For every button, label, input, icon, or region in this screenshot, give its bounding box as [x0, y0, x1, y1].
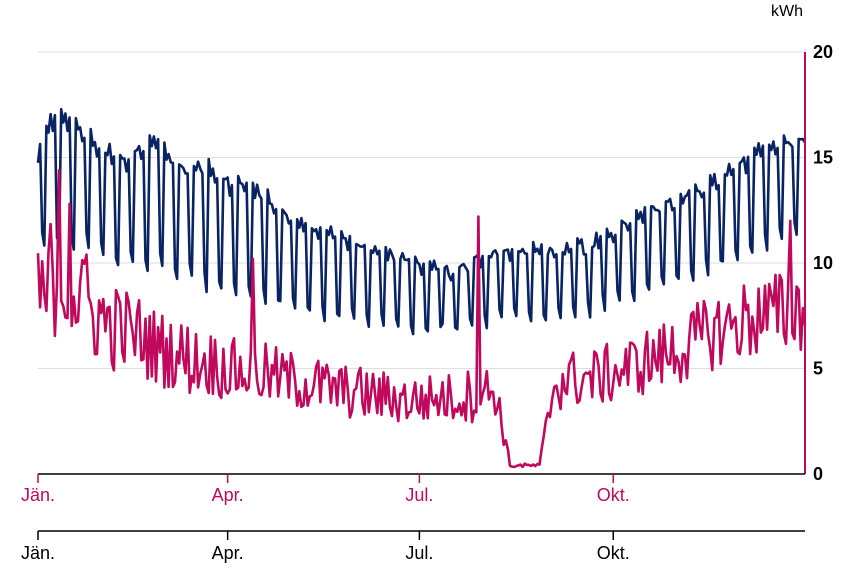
y-unit-label: kWh: [771, 3, 803, 20]
bottom-x-tick-label-3: Okt.: [597, 543, 630, 563]
top-x-tick-label-1: Apr.: [212, 485, 244, 505]
series-lines: [36, 107, 807, 469]
top-x-tick-label-3: Okt.: [597, 485, 630, 505]
axes: kWh: [38, 3, 806, 532]
tick-labels: 0 5 10 15 20 Jän. Apr. Jul. Okt. Jän. Apr. Jul. Okt.: [21, 42, 833, 563]
bottom-x-tick-label-2: Jul.: [405, 543, 433, 563]
bottom-x-tick-label-0: Jän.: [21, 543, 55, 563]
y-tick-label-10: 10: [813, 253, 833, 273]
y-tick-label-5: 5: [813, 359, 823, 379]
series-line-0: [36, 107, 807, 336]
top-x-tick-label-0: Jän.: [21, 485, 55, 505]
y-tick-label-20: 20: [813, 42, 833, 62]
top-x-tick-label-2: Jul.: [405, 485, 433, 505]
y-tick-label-15: 15: [813, 148, 833, 168]
bottom-x-tick-label-1: Apr.: [212, 543, 244, 563]
series-line-1: [36, 168, 807, 469]
y-tick-label-0: 0: [813, 464, 823, 484]
